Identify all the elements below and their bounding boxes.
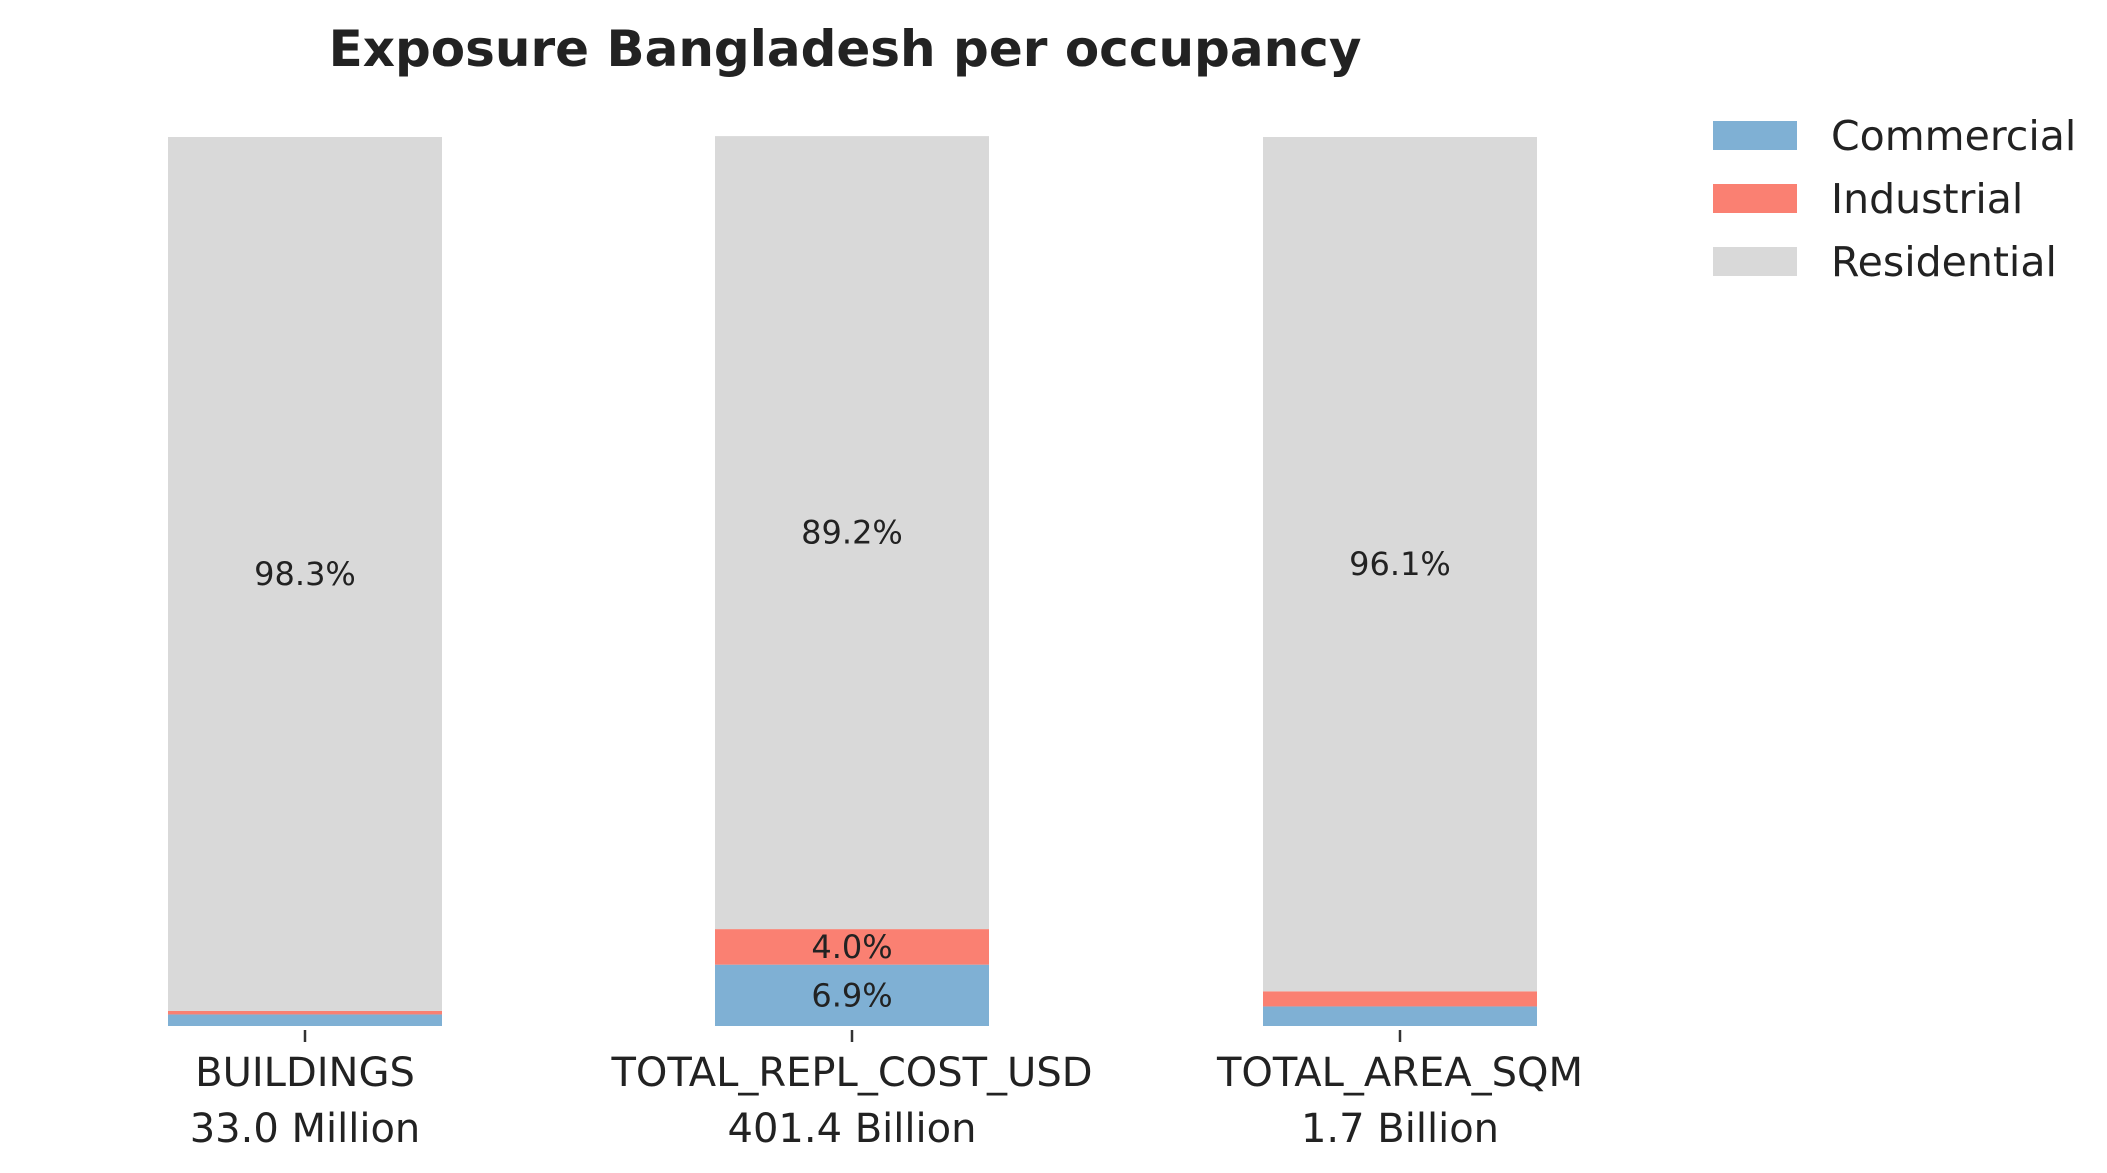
x-tick-total-total-repl-cost-usd: 401.4 Billion (728, 1106, 977, 1152)
bar-total-repl-cost-usd-commercial (715, 964, 989, 1026)
legend-label-residential: Residential (1831, 238, 2057, 286)
bar-label-total-repl-cost-usd-residential: 89.2% (801, 514, 903, 552)
bar-label-total-area-sqm-residential: 96.1% (1349, 545, 1451, 583)
bar-labels: 98.3% 6.9% 4.0% 89.2% 96.1% (254, 514, 1451, 1015)
x-tick-label-total-area-sqm: TOTAL_AREA_SQM (1216, 1050, 1583, 1096)
bar-total-area-sqm-industrial (1263, 991, 1537, 1007)
x-tick-total-total-area-sqm: 1.7 Billion (1301, 1106, 1499, 1152)
legend-swatch-industrial (1713, 184, 1797, 213)
x-axis: BUILDINGS 33.0 Million TOTAL_REPL_COST_USD… (190, 1030, 1583, 1152)
bar-buildings-residential (168, 137, 442, 1011)
bar-total-area-sqm-commercial (1263, 1006, 1537, 1026)
legend-label-industrial: Industrial (1831, 175, 2023, 223)
bar-label-total-repl-cost-usd-commercial: 6.9% (811, 976, 892, 1014)
bar-buildings-industrial (168, 1010, 442, 1015)
legend-label-commercial: Commercial (1831, 112, 2076, 160)
x-tick-label-buildings: BUILDINGS (195, 1050, 415, 1096)
bar-total-repl-cost-usd-residential (715, 136, 989, 930)
legend-swatch-commercial (1713, 121, 1797, 150)
bar-total-area-sqm-residential (1263, 137, 1537, 992)
bars (168, 136, 1537, 1026)
bar-total-repl-cost-usd-industrial (715, 929, 989, 965)
chart-title: Exposure Bangladesh per occupancy (329, 20, 1362, 78)
legend-swatch-residential (1713, 247, 1797, 276)
bar-buildings-commercial (168, 1014, 442, 1026)
bar-label-total-repl-cost-usd-industrial: 4.0% (811, 928, 892, 966)
x-tick-total-buildings: 33.0 Million (190, 1106, 421, 1152)
x-tick-label-total-repl-cost-usd: TOTAL_REPL_COST_USD (610, 1050, 1092, 1096)
legend: Commercial Industrial Residential (1713, 112, 2076, 286)
bar-label-buildings-residential: 98.3% (254, 555, 356, 593)
